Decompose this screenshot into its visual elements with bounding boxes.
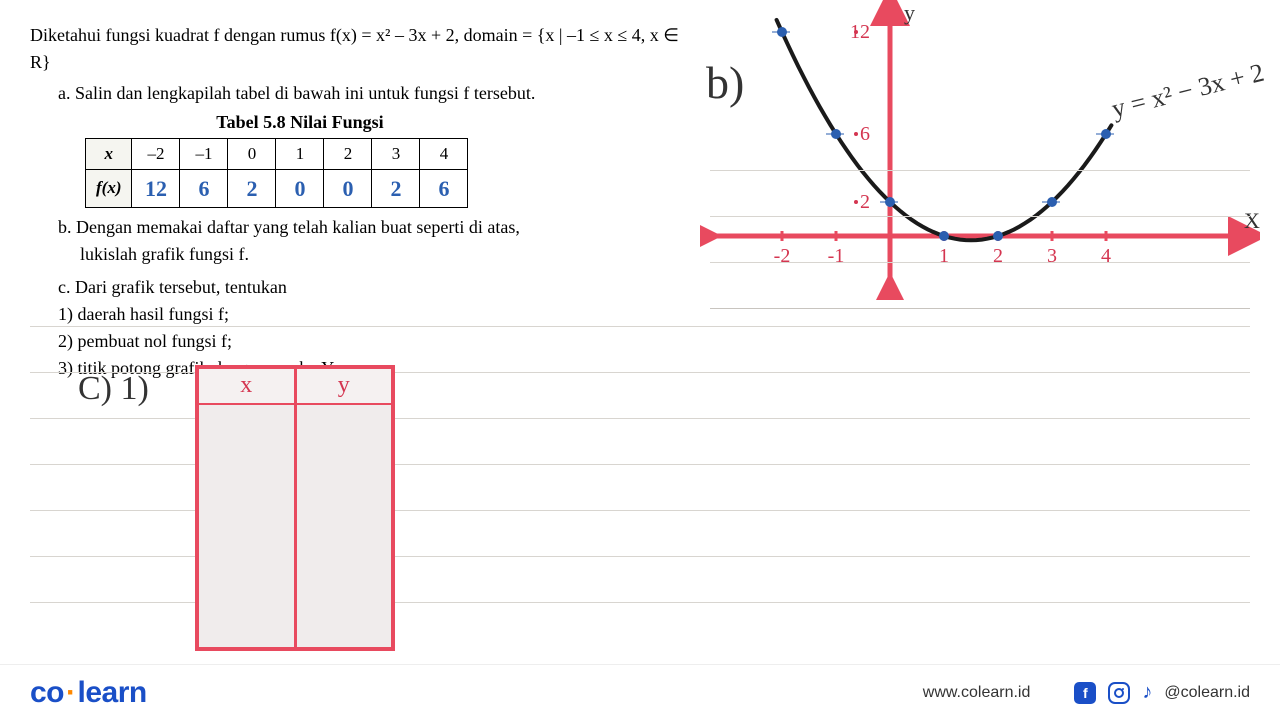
b-marker: b) — [706, 56, 744, 109]
footer-right: www.colearn.id f ♪ @colearn.id — [923, 681, 1250, 704]
facebook-icon: f — [1074, 682, 1096, 704]
function-table: x –2 –1 0 1 2 3 4 f(x) 12 6 2 0 0 2 6 — [85, 138, 468, 208]
xy-head-y: y — [297, 369, 392, 405]
part-c-text: c. Dari grafik tersebut, tentukan — [58, 274, 690, 301]
footer-handle: @colearn.id — [1164, 684, 1250, 702]
table-row-fx: f(x) 12 6 2 0 0 2 6 — [86, 169, 468, 207]
svg-text:y: y — [904, 0, 915, 25]
part-b-text2: lukislah grafik fungsi f. — [80, 241, 690, 268]
tiktok-icon: ♪ — [1142, 681, 1152, 704]
footer: co·learn www.colearn.id f ♪ @colearn.id — [0, 664, 1280, 720]
xy-col-y: y — [297, 369, 392, 647]
table-title: Tabel 5.8 Nilai Fungsi — [85, 109, 515, 136]
part-c1: 1) daerah hasil fungsi f; — [58, 301, 690, 328]
xy-head-x: x — [199, 369, 294, 405]
c1-marker: C) 1) — [78, 370, 149, 408]
graph-rules — [710, 170, 1250, 354]
part-a-text: a. Salin dan lengkapilah tabel di bawah … — [58, 80, 690, 107]
footer-url: www.colearn.id — [923, 684, 1031, 702]
part-b-text1: b. Dengan memakai daftar yang telah kali… — [58, 214, 690, 241]
row-fx-label: f(x) — [86, 169, 132, 207]
svg-text:6: 6 — [860, 123, 870, 145]
svg-text:12: 12 — [850, 21, 870, 43]
row-x-label: x — [86, 139, 132, 170]
xy-table: x y — [195, 365, 395, 651]
intro-text: Diketahui fungsi kuadrat f dengan rumus … — [30, 22, 690, 76]
table-row-x: x –2 –1 0 1 2 3 4 — [86, 139, 468, 170]
instagram-icon — [1108, 682, 1130, 704]
logo: co·learn — [30, 676, 147, 710]
xy-col-x: x — [199, 369, 297, 647]
